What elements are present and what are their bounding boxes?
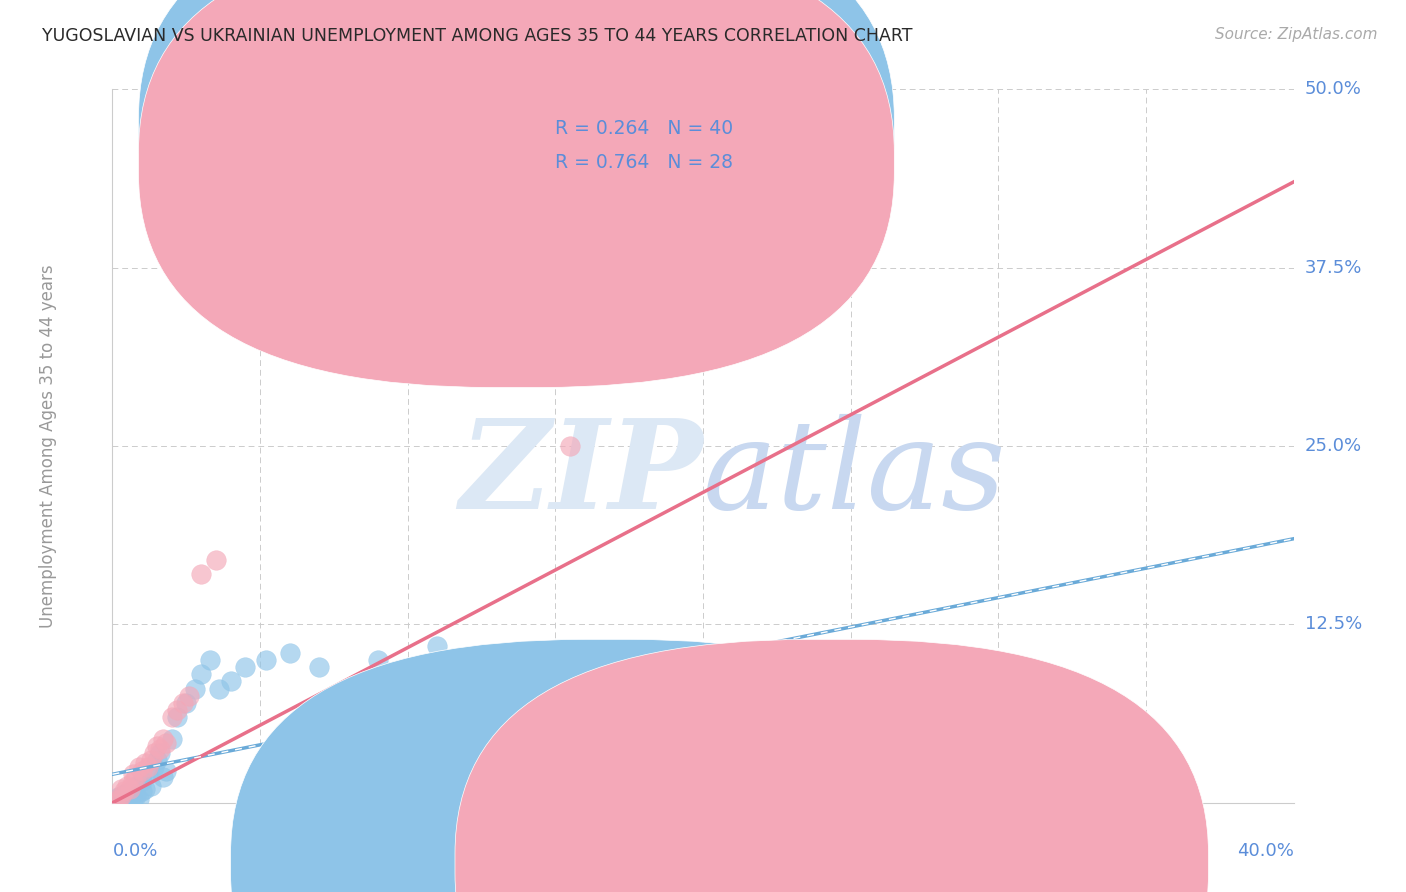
Text: 0.0%: 0.0% — [112, 842, 157, 860]
Point — [558, 439, 582, 453]
Point — [155, 764, 177, 779]
Point — [136, 760, 159, 774]
Point — [160, 710, 183, 724]
Point — [125, 770, 148, 784]
Point — [166, 703, 188, 717]
Point — [110, 794, 132, 808]
Point — [122, 767, 145, 781]
Point — [205, 553, 228, 567]
Point — [125, 779, 148, 793]
Text: 50.0%: 50.0% — [1305, 80, 1361, 98]
Point — [107, 793, 129, 807]
Point — [152, 731, 174, 746]
Point — [112, 784, 135, 798]
Text: R = 0.764   N = 28: R = 0.764 N = 28 — [555, 153, 734, 172]
Point — [122, 781, 145, 796]
Point — [112, 793, 135, 807]
Point — [122, 774, 145, 789]
Point — [367, 653, 389, 667]
Point — [174, 696, 197, 710]
Point — [184, 681, 207, 696]
Text: Ukrainians: Ukrainians — [869, 855, 965, 872]
Point — [426, 639, 449, 653]
Point — [254, 653, 277, 667]
Point — [104, 796, 127, 810]
Text: YUGOSLAVIAN VS UKRAINIAN UNEMPLOYMENT AMONG AGES 35 TO 44 YEARS CORRELATION CHAR: YUGOSLAVIAN VS UKRAINIAN UNEMPLOYMENT AM… — [42, 27, 912, 45]
FancyBboxPatch shape — [472, 103, 803, 193]
Point — [160, 731, 183, 746]
Point — [136, 767, 159, 781]
Point — [120, 793, 142, 807]
Point — [142, 760, 165, 774]
Point — [172, 696, 194, 710]
Point — [131, 764, 153, 779]
Point — [278, 646, 301, 660]
Point — [110, 781, 132, 796]
Point — [110, 789, 132, 803]
Point — [107, 793, 129, 807]
Point — [110, 789, 132, 803]
Point — [134, 756, 156, 770]
Text: R = 0.264   N = 40: R = 0.264 N = 40 — [555, 119, 734, 138]
Point — [208, 681, 231, 696]
Point — [117, 779, 138, 793]
Point — [117, 790, 138, 805]
Point — [107, 790, 129, 805]
Point — [131, 784, 153, 798]
Point — [155, 736, 177, 750]
Point — [152, 770, 174, 784]
Point — [190, 567, 212, 582]
FancyBboxPatch shape — [138, 0, 894, 353]
Text: 25.0%: 25.0% — [1305, 437, 1362, 455]
Point — [146, 753, 169, 767]
Text: 40.0%: 40.0% — [1237, 842, 1294, 860]
Point — [120, 786, 142, 800]
Point — [122, 791, 145, 805]
Point — [233, 660, 256, 674]
Point — [139, 779, 162, 793]
Point — [179, 689, 201, 703]
Point — [146, 739, 169, 753]
Text: atlas: atlas — [703, 414, 1007, 535]
Point — [142, 746, 165, 760]
Point — [128, 791, 150, 805]
Point — [308, 660, 330, 674]
Point — [198, 653, 221, 667]
Point — [131, 774, 153, 789]
Point — [149, 741, 172, 756]
Point — [166, 710, 188, 724]
Point — [139, 753, 162, 767]
Point — [120, 781, 142, 796]
Point — [219, 674, 242, 689]
FancyBboxPatch shape — [456, 640, 1209, 892]
Point — [780, 168, 803, 182]
Text: ZIP: ZIP — [460, 414, 703, 535]
Point — [104, 796, 127, 810]
Point — [117, 794, 138, 808]
Point — [125, 789, 148, 803]
Point — [149, 746, 172, 760]
Text: 12.5%: 12.5% — [1305, 615, 1362, 633]
Text: Source: ZipAtlas.com: Source: ZipAtlas.com — [1215, 27, 1378, 42]
Text: 37.5%: 37.5% — [1305, 259, 1362, 277]
Point — [190, 667, 212, 681]
Text: Unemployment Among Ages 35 to 44 years: Unemployment Among Ages 35 to 44 years — [38, 264, 56, 628]
Point — [112, 787, 135, 801]
Point — [134, 781, 156, 796]
Text: Yugoslavians: Yugoslavians — [644, 855, 759, 872]
FancyBboxPatch shape — [138, 0, 894, 387]
Point — [128, 760, 150, 774]
FancyBboxPatch shape — [231, 640, 984, 892]
